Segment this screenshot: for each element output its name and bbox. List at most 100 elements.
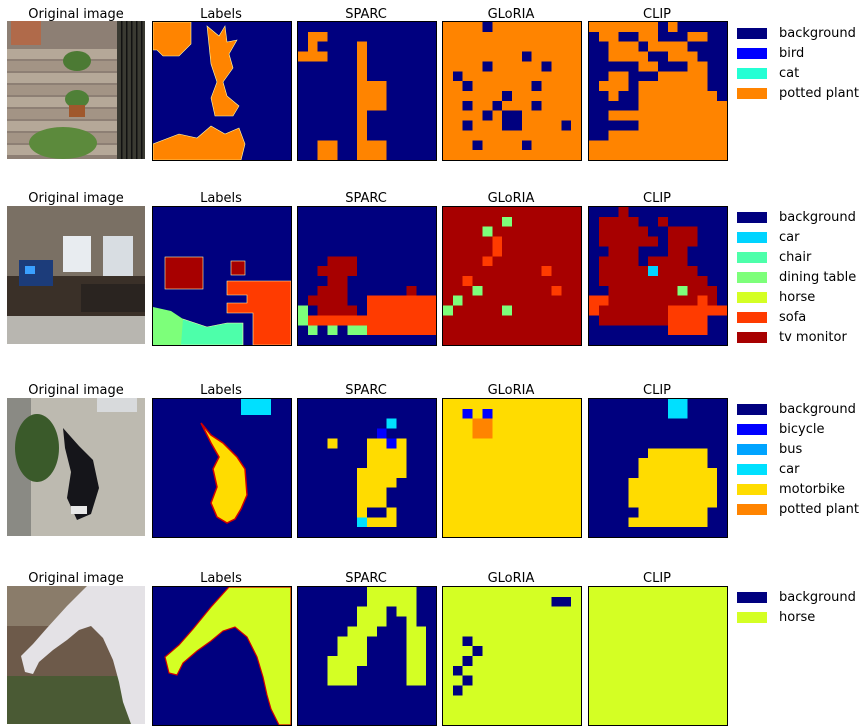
patch-cell	[492, 256, 503, 267]
patch-cell	[416, 51, 427, 62]
patch-cell	[317, 438, 328, 449]
patch-cell	[589, 715, 600, 725]
patch-cell	[571, 207, 581, 218]
patch-cell	[367, 636, 378, 647]
patch-cell	[521, 587, 532, 598]
patch-cell	[687, 438, 698, 449]
patch-cell	[406, 468, 417, 479]
patch-cell	[687, 626, 698, 637]
patch-cell	[426, 527, 436, 537]
patch-cell	[667, 497, 678, 508]
patch-cell	[307, 527, 318, 537]
patch-cell	[667, 325, 678, 336]
patch-cell	[608, 61, 619, 72]
patch-cell	[561, 71, 572, 82]
patch-cell	[452, 606, 463, 617]
patch-cell	[452, 497, 463, 508]
patch-cell	[717, 458, 727, 469]
patch-cell	[327, 448, 338, 459]
patch-cell	[598, 91, 609, 102]
patch-cell	[443, 207, 454, 218]
patch-cell	[327, 656, 338, 667]
patch-cell	[658, 527, 669, 537]
patch-cell	[687, 110, 698, 121]
patch-cell	[357, 507, 368, 518]
patch-cell	[638, 448, 649, 459]
patch-cell	[541, 41, 552, 52]
patch-cell	[443, 81, 454, 92]
patch-cell	[492, 315, 503, 326]
patch-cell	[531, 100, 542, 111]
patch-cell	[317, 295, 328, 306]
legend-label: motorbike	[779, 482, 845, 497]
patch-cell	[521, 335, 532, 345]
patch-cell	[376, 665, 387, 676]
patch-cell	[541, 71, 552, 82]
patch-cell	[472, 448, 483, 459]
patch-cell	[367, 656, 378, 667]
patch-cell	[327, 315, 338, 326]
patch-cell	[327, 305, 338, 316]
patch-cell	[667, 295, 678, 306]
patch-cell	[443, 256, 454, 267]
patch-cell	[697, 100, 708, 111]
patch-cell	[317, 120, 328, 131]
patch-cell	[462, 325, 473, 336]
patch-cell	[521, 130, 532, 141]
patch-cell	[307, 458, 318, 469]
patch-cell	[367, 715, 378, 725]
patch-cell	[687, 100, 698, 111]
patch-cell	[531, 325, 542, 336]
patch-cell	[416, 81, 427, 92]
patch-cell	[541, 616, 552, 627]
living-room-tv-photo	[7, 206, 145, 344]
patch-cell	[598, 646, 609, 657]
patch-cell	[608, 477, 619, 488]
patch-cell	[677, 91, 688, 102]
patch-cell	[561, 438, 572, 449]
patch-cell	[707, 315, 718, 326]
patch-cell	[482, 100, 493, 111]
patch-cell	[571, 31, 581, 42]
patch-cell	[492, 91, 503, 102]
patch-cell	[472, 216, 483, 227]
patch-cell	[707, 120, 718, 131]
patch-cell	[462, 41, 473, 52]
patch-cell	[658, 226, 669, 237]
patch-cell	[406, 517, 417, 528]
gloria-prediction-grid	[443, 22, 581, 160]
patch-cell	[317, 399, 328, 410]
patch-cell	[667, 448, 678, 459]
patch-cell	[541, 22, 552, 33]
patch-cell	[317, 418, 328, 429]
patch-cell	[551, 226, 562, 237]
patch-cell	[541, 246, 552, 257]
patch-cell	[608, 418, 619, 429]
patch-cell	[367, 399, 378, 410]
patch-cell	[561, 646, 572, 657]
patch-cell	[571, 120, 581, 131]
patch-cell	[443, 295, 454, 306]
patch-cell	[327, 71, 338, 82]
patch-cell	[561, 428, 572, 439]
patch-cell	[658, 477, 669, 488]
patch-cell	[443, 236, 454, 247]
patch-cell	[697, 295, 708, 306]
patch-cell	[307, 305, 318, 316]
patch-cell	[298, 636, 309, 647]
patch-cell	[687, 51, 698, 62]
patch-cell	[386, 675, 397, 686]
patch-cell	[472, 207, 483, 218]
patch-cell	[472, 266, 483, 277]
patch-cell	[376, 236, 387, 247]
patch-cell	[386, 295, 397, 306]
patch-cell	[472, 130, 483, 141]
patch-cell	[337, 438, 348, 449]
patch-cell	[648, 497, 659, 508]
patch-cell	[589, 477, 600, 488]
patch-cell	[512, 438, 523, 449]
patch-cell	[589, 31, 600, 42]
patch-cell	[452, 256, 463, 267]
patch-cell	[472, 91, 483, 102]
patch-cell	[628, 295, 639, 306]
